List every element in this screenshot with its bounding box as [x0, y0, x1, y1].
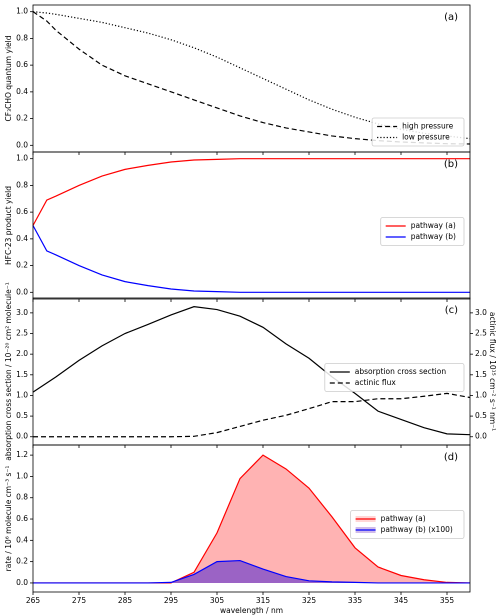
x-tick-label: 295: [164, 596, 179, 605]
y-tick-label: 3.0: [16, 308, 28, 317]
y-tick-label: 0.4: [16, 87, 28, 96]
line: [33, 392, 471, 438]
legend-label: pathway (a): [411, 221, 456, 230]
line: [32, 306, 471, 436]
y-axis-label: rate / 10⁶ molecule cm⁻³ s⁻¹: [4, 466, 13, 572]
x-tick-label: 315: [256, 596, 271, 605]
x-tick-label: 275: [72, 596, 87, 605]
y-tick-label: 1.0: [16, 471, 28, 480]
line: [33, 559, 470, 584]
y-tick-label: 1.5: [16, 370, 28, 379]
legend-label: pathway (b): [411, 232, 456, 241]
panel-label: (c): [445, 305, 458, 316]
line: [32, 11, 471, 145]
y-axis-label: absorption cross section / 10⁻²⁰ cm² mol…: [4, 282, 13, 460]
x-tick-label: 325: [302, 596, 317, 605]
y-tick-label: 1.2: [16, 450, 28, 459]
y2-tick-label: 1.5: [475, 370, 487, 379]
y-tick-label: 0.6: [16, 60, 28, 69]
x-tick-label: 355: [440, 596, 455, 605]
legend-box: [324, 363, 465, 392]
y2-tick-label: 1.0: [475, 390, 487, 399]
panel-label: (a): [444, 12, 458, 23]
panel: 0.0 0.2 0.4 0.6 0.8 1.0 HFC-23 product yield (b…: [4, 151, 471, 302]
y-tick-label: 0.8: [16, 33, 28, 42]
legend-label: pathway (b) (x100): [381, 525, 453, 534]
y-tick-label: 0.8: [16, 180, 28, 189]
legend-box: [350, 510, 465, 539]
y-tick-label: 0.2: [16, 557, 28, 566]
area: [33, 560, 470, 583]
line: [32, 158, 470, 226]
panel: 0.0 0.5 1.0 1.5 2.0 2.5 3.0 0.0 0.5 1.0 1.5 2.0 2.5 3…: [4, 282, 497, 460]
y2-tick-label: 0.5: [475, 411, 487, 420]
y2-axis-label: actinic flux / 10¹⁵ cm⁻² s⁻¹ nm⁻¹: [488, 312, 497, 431]
y2-tick-label: 3.0: [475, 308, 487, 317]
legend-label: actinic flux: [355, 378, 397, 387]
panel-label: (b): [444, 159, 458, 170]
plot-frame: [32, 444, 471, 593]
x-tick-label: 335: [348, 596, 363, 605]
y2-tick-label: 2.5: [475, 329, 487, 338]
x-axis-label: wavelength / nm: [220, 606, 283, 615]
line: [32, 225, 470, 293]
y-tick-label: 0.2: [16, 114, 28, 123]
y-tick-label: 0.6: [16, 514, 28, 523]
y-tick-label: 1.0: [16, 390, 28, 399]
panel: 0.0 0.2 0.4 0.6 0.8 1.0 CF₃CHO quantum yield (a…: [4, 4, 471, 155]
legend-box: [371, 117, 465, 147]
y-tick-label: 0.0: [16, 140, 28, 149]
y-tick-label: 0.4: [16, 535, 28, 544]
legend-label: high pressure: [402, 122, 454, 131]
y2-tick-label: 2.0: [475, 349, 487, 358]
y-tick-label: 0.2: [16, 261, 28, 270]
x-tick-label: 305: [210, 596, 225, 605]
y-tick-label: 1.0: [16, 154, 28, 163]
line: [32, 11, 471, 140]
panel: 0.0 0.2 0.4 0.6 0.8 1.0 1.2 265 275 285 295 305 315 3…: [4, 444, 471, 615]
x-tick-label: 345: [394, 596, 409, 605]
plot-frame: [32, 151, 471, 300]
y-tick-label: 0.4: [16, 234, 28, 243]
legend-box: [380, 217, 465, 246]
y-tick-label: 2.0: [16, 349, 28, 358]
area: [33, 455, 470, 583]
x-tick-label: 265: [26, 596, 41, 605]
y-axis-label: CF₃CHO quantum yield: [4, 35, 13, 121]
y-tick-label: 1.0: [16, 7, 28, 16]
legend-label: low pressure: [402, 133, 450, 142]
y2-tick-label: 0.0: [475, 432, 487, 441]
y-tick-label: 0.8: [16, 493, 28, 502]
y-tick-label: 2.5: [16, 329, 28, 338]
y-tick-label: 0.0: [16, 287, 28, 296]
y-tick-label: 0.0: [16, 578, 28, 587]
x-tick-label: 285: [118, 596, 133, 605]
legend-label: absorption cross section: [355, 367, 447, 376]
y-tick-label: 0.5: [16, 411, 28, 420]
y-tick-label: 0.6: [16, 207, 28, 216]
panel-label: (d): [444, 452, 458, 463]
legend-label: pathway (a): [381, 514, 426, 523]
y-tick-label: 0.0: [16, 432, 28, 441]
y-axis-label: HFC-23 product yield: [4, 186, 13, 265]
